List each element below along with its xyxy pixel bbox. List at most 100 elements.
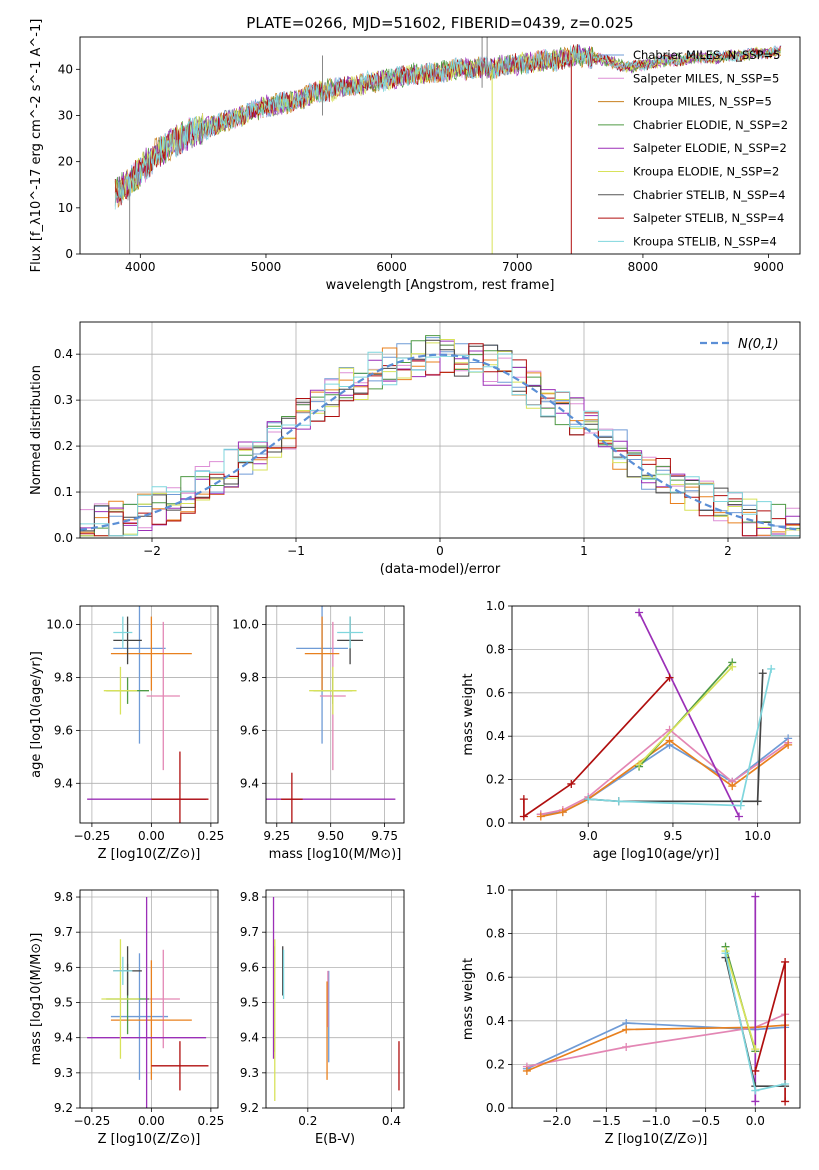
y-tick-label: 0.2 (54, 439, 73, 453)
x-tick-label: 0.25 (198, 829, 225, 843)
y-tick-label: 9.4 (54, 1031, 73, 1045)
weight-marker (614, 797, 623, 806)
weight-series-line (754, 961, 786, 1102)
x-tick-label: 10.0 (744, 829, 771, 843)
data-point (146, 621, 180, 771)
data-point (103, 666, 138, 715)
y-tick-label: 10.0 (232, 618, 259, 632)
weight-marker (728, 782, 737, 791)
spectrum-panel: 4000 5000 6000 7000 8000 9000 0 10 20 30 40 wavelen… (29, 19, 801, 293)
weight-marker (519, 812, 528, 821)
weight-marker (584, 795, 593, 804)
y-tick-label: 9.3 (54, 1066, 73, 1080)
x-tick-label: −0.5 (691, 1114, 720, 1128)
data-point (304, 616, 340, 691)
data-point (337, 616, 364, 649)
x-tick-label: 0.2 (298, 1114, 317, 1128)
weight-marker (751, 1086, 760, 1095)
weight-marker (735, 812, 744, 821)
y-tick-label: 9.8 (240, 670, 259, 684)
x-axis-label: age [log10(age/yr)] (593, 847, 720, 862)
weight-series-line (638, 612, 740, 817)
x-tick-label: 9000 (753, 260, 784, 274)
y-axis-label: mass weight (461, 673, 476, 755)
weight-series-line (638, 666, 733, 765)
weight-marker (767, 664, 776, 673)
data-point (309, 666, 357, 715)
x-tick-label: −2.0 (542, 1114, 571, 1128)
x-axis-label: Z [log10(Z/Z⊙)] (605, 1132, 708, 1147)
y-tick-label: 9.7 (240, 925, 259, 939)
weight-marker (751, 892, 760, 901)
y-tick-label: 9.4 (240, 1031, 259, 1045)
y-tick-label: 0.0 (486, 1101, 505, 1115)
y-tick-label: 1.0 (486, 883, 505, 897)
weight-marker (635, 608, 644, 617)
y-axis-label: mass weight (461, 958, 476, 1040)
weight_vs_Z-panel: −2.0 −1.5 −1.0 −0.5 0.0 0.0 0.2 0.4 0.6 0.8 1.0 Z [… (461, 883, 801, 1147)
x-tick-label: 0.00 (138, 1114, 165, 1128)
y-tick-label: 0.2 (486, 1057, 505, 1071)
weight-series-line (588, 668, 773, 807)
mass_vs_Z-panel: −0.25 0.00 0.25 9.2 9.3 9.4 9.5 9.6 9.7 9.8 Z [log… (29, 889, 225, 1147)
weight-marker (567, 779, 576, 788)
weight-series-line (526, 1013, 786, 1068)
weight-marker (665, 673, 674, 682)
x-tick-label: 7000 (502, 260, 533, 274)
y-tick-label: 0.4 (54, 347, 73, 361)
y-tick-label: 9.2 (54, 1101, 73, 1115)
y-tick-label: 9.8 (54, 670, 73, 684)
axes-frame (511, 605, 801, 824)
x-tick-label: 4000 (125, 260, 156, 274)
y-tick-label: 0.0 (54, 531, 73, 545)
y-tick-label: 9.5 (240, 996, 259, 1010)
x-tick-label: 6000 (376, 260, 407, 274)
y-tick-label: 9.2 (240, 1101, 259, 1115)
legend-label: Kroupa STELIB, N_SSP=4 (633, 234, 777, 248)
x-tick-label: −2 (143, 544, 161, 558)
weight-series-line (523, 677, 671, 819)
y-tick-label: 9.6 (240, 960, 259, 974)
x-tick-label: 0.25 (198, 1114, 225, 1128)
weight-marker (622, 1025, 631, 1034)
weight-marker (665, 736, 674, 745)
y-tick-label: 0.4 (486, 1014, 505, 1028)
x-axis-label: mass [log10(M/M⊙)] (269, 847, 402, 862)
residual-legend: N(0,1) (700, 337, 779, 352)
weight-marker (751, 1066, 760, 1075)
data-point (110, 960, 192, 1080)
weight-marker (781, 1097, 790, 1106)
legend-label: Salpeter ELODIE, N_SSP=2 (633, 141, 787, 155)
weight-marker (781, 1080, 790, 1089)
y-tick-label: 30 (58, 108, 73, 122)
weight-marker (781, 957, 790, 966)
y-tick-label: 1.0 (486, 599, 505, 613)
y-tick-label: 0.8 (486, 927, 505, 941)
x-tick-label: 0.4 (382, 1114, 401, 1128)
data-point (110, 616, 192, 691)
weight-marker (751, 1045, 760, 1054)
axes-frame (265, 889, 405, 1109)
axes-frame (79, 321, 801, 539)
y-tick-label: 9.3 (240, 1066, 259, 1080)
y-tick-label: 0.3 (54, 393, 73, 407)
y-tick-label: 9.4 (240, 776, 259, 790)
x-tick-label: 1 (580, 544, 588, 558)
figure-title: PLATE=0266, MJD=51602, FIBERID=0439, z=0… (246, 14, 633, 32)
x-tick-label: 9.75 (371, 829, 398, 843)
y-tick-label: 0.6 (486, 970, 505, 984)
legend-label: Chabrier MILES, N_SSP=5 (633, 48, 780, 62)
x-tick-label: −0.25 (74, 829, 111, 843)
weight-series-line (526, 1022, 786, 1070)
spectrum-legend: Chabrier MILES, N_SSP=5 Salpeter MILES, N… (598, 48, 788, 248)
legend-label: N(0,1) (738, 337, 779, 352)
x-axis-label: Z [log10(Z/Z⊙)] (98, 1132, 201, 1147)
x-tick-label: 8000 (628, 260, 659, 274)
y-tick-label: 0 (65, 247, 73, 261)
histogram-step (80, 343, 800, 537)
weight-series-line (724, 950, 757, 1050)
axes-frame (511, 889, 801, 1109)
axes-frame (79, 889, 219, 1109)
y-tick-label: 10 (58, 201, 73, 215)
